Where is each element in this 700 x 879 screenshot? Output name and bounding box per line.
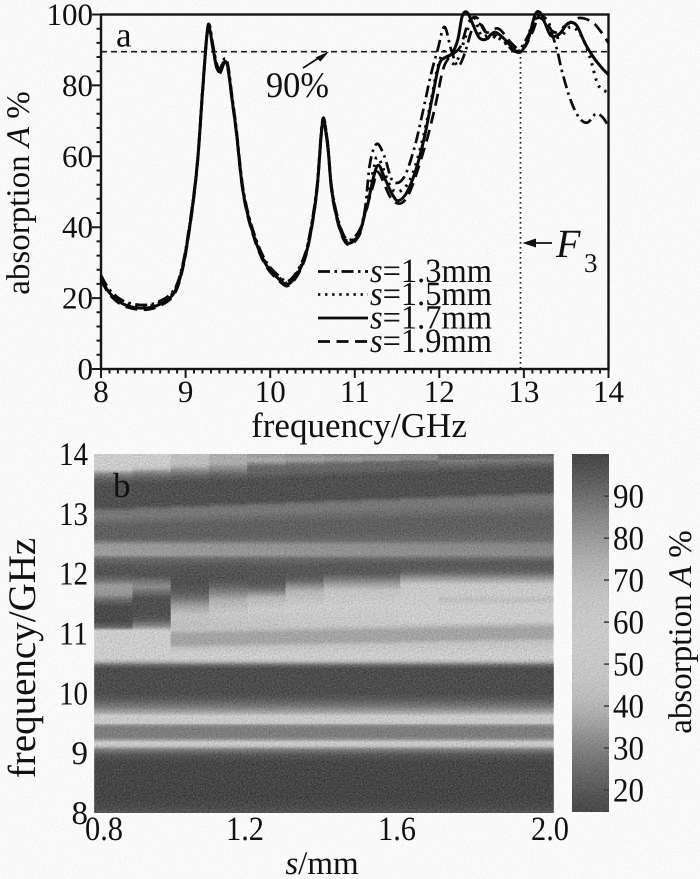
svg-text:80: 80	[613, 521, 644, 558]
svg-text:90%: 90%	[266, 65, 329, 105]
svg-text:20: 20	[62, 281, 93, 316]
svg-text:40: 40	[62, 210, 93, 245]
svg-text:F: F	[555, 221, 581, 266]
svg-text:3: 3	[584, 248, 598, 278]
svg-text:12: 12	[59, 557, 88, 593]
svg-text:12: 12	[424, 374, 455, 409]
svg-text:20: 20	[613, 773, 644, 810]
svg-text:8: 8	[72, 796, 89, 832]
svg-text:40: 40	[613, 689, 644, 726]
svg-text:8: 8	[93, 374, 109, 409]
svg-text:11: 11	[340, 374, 370, 409]
svg-text:s=1.3mm: s=1.3mm	[370, 253, 492, 290]
svg-text:s/mm: s/mm	[285, 846, 359, 879]
svg-text:80: 80	[62, 68, 93, 103]
svg-text:s=1.7mm: s=1.7mm	[370, 300, 492, 337]
svg-text:s=1.5mm: s=1.5mm	[370, 276, 492, 313]
svg-text:50: 50	[613, 647, 644, 684]
svg-text:0: 0	[78, 352, 94, 387]
svg-text:14: 14	[59, 437, 88, 473]
svg-text:13: 13	[508, 374, 539, 409]
svg-text:60: 60	[62, 139, 93, 174]
svg-text:9: 9	[178, 374, 194, 409]
svg-text:9: 9	[72, 736, 89, 772]
svg-text:b: b	[113, 466, 131, 505]
svg-text:absorption A %: absorption A %	[1, 91, 37, 295]
svg-text:14: 14	[593, 374, 625, 409]
svg-text:100: 100	[47, 0, 94, 32]
svg-text:13: 13	[59, 497, 88, 533]
svg-text:60: 60	[613, 605, 644, 642]
svg-text:0.8: 0.8	[85, 811, 123, 848]
svg-text:s=1.9mm: s=1.9mm	[370, 323, 492, 360]
svg-text:10: 10	[255, 374, 286, 409]
svg-text:11: 11	[59, 617, 88, 653]
svg-text:90: 90	[613, 479, 644, 516]
svg-text:10: 10	[59, 676, 88, 712]
svg-text:1.6: 1.6	[378, 811, 416, 848]
svg-text:1.2: 1.2	[226, 811, 264, 848]
svg-text:frequency/GHz: frequency/GHz	[251, 406, 467, 445]
svg-text:frequency/GHz: frequency/GHz	[1, 538, 44, 778]
svg-text:70: 70	[613, 563, 644, 600]
svg-text:a: a	[116, 16, 132, 55]
svg-text:30: 30	[613, 731, 644, 768]
svg-text:absorption A %: absorption A %	[663, 530, 699, 734]
svg-text:2.0: 2.0	[531, 811, 569, 848]
